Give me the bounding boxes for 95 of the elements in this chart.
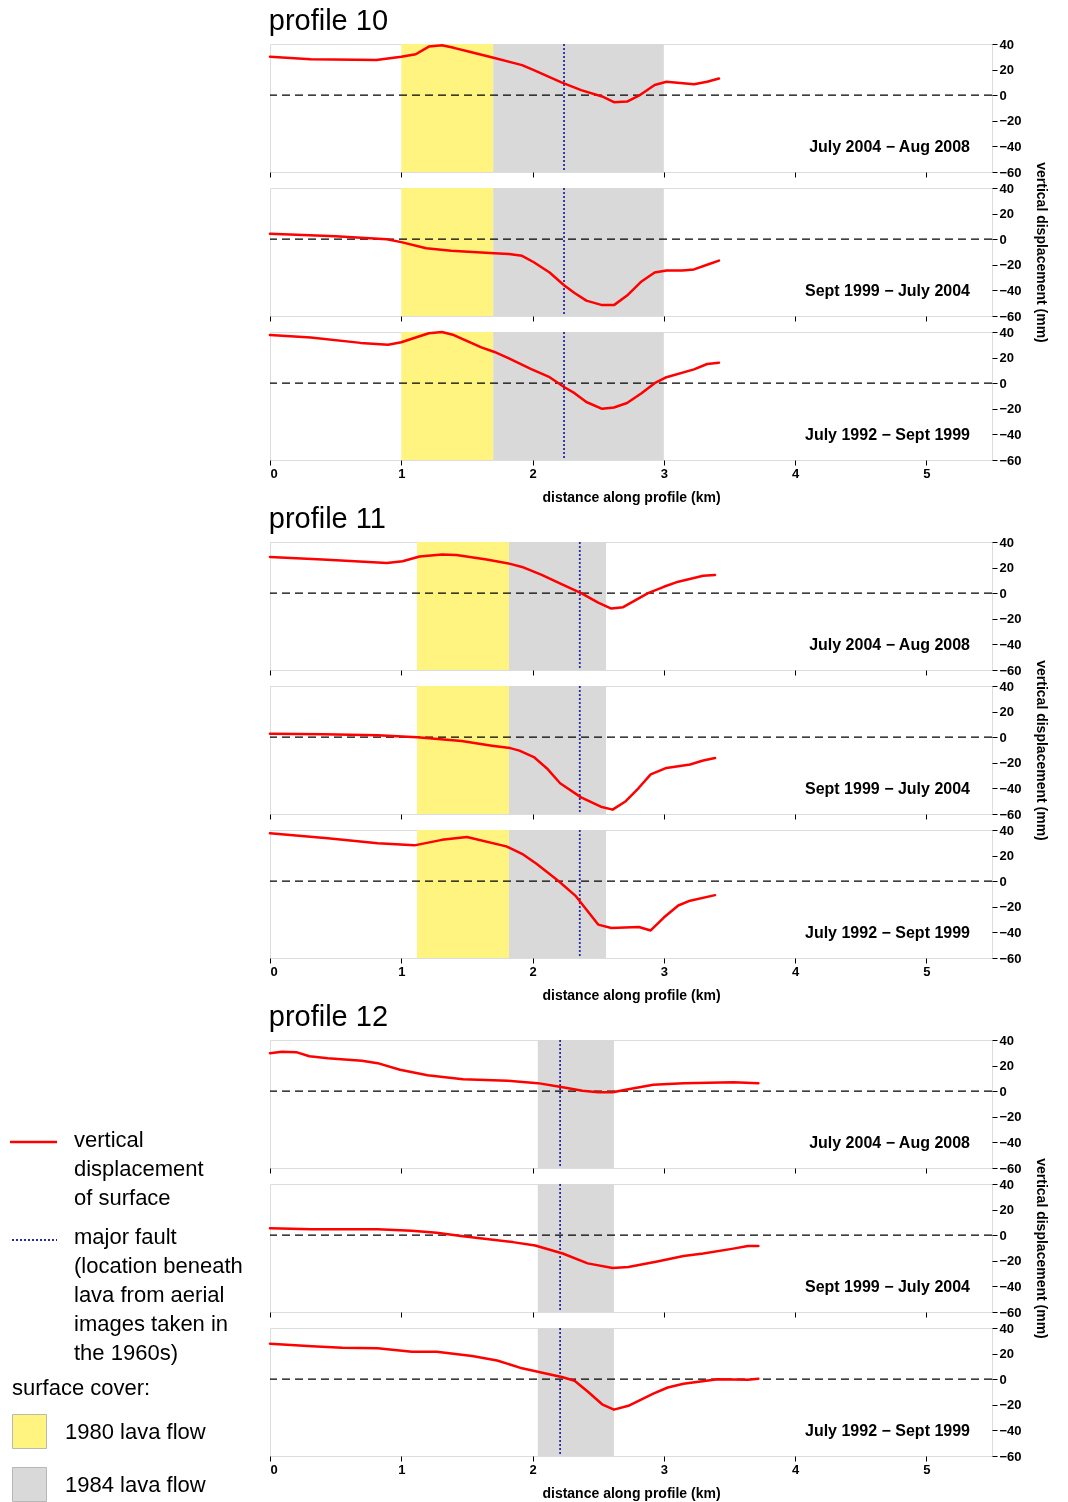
y-tick-label: 20 [999, 848, 1014, 864]
text: major fault (location beneath lava from aerial images taken in the 1960s) [74, 1224, 243, 1365]
y-tick-label: −60 [999, 950, 1022, 966]
x-tick-label: 2 [529, 465, 537, 481]
x-tick-label: 5 [923, 465, 931, 481]
chart-title: profile 10 [268, 4, 389, 36]
x-tick-label: 3 [660, 465, 668, 481]
x-tick-label: 1 [398, 1461, 406, 1477]
annotation: Sept 1999 − July 2004 [805, 780, 971, 797]
chart-title: profile 12 [268, 1000, 389, 1032]
y-tick-label: 40 [999, 678, 1014, 694]
y-tick-label: 20 [999, 1202, 1014, 1218]
annotation: July 1992 − Sept 1999 [805, 924, 971, 941]
y-axis-title: vertical displacement (mm) [1033, 660, 1050, 841]
y-tick-label: −60 [999, 1304, 1022, 1320]
y-tick-label: 40 [999, 1320, 1014, 1336]
x-tick-label: 4 [791, 465, 800, 481]
y-tick-label: −40 [999, 1134, 1022, 1150]
annotation: July 1992 − Sept 1999 [805, 426, 971, 443]
y-tick-label: 40 [999, 1032, 1014, 1048]
annotation: Sept 1999 − July 2004 [805, 282, 971, 299]
y-tick-label: −20 [999, 257, 1022, 273]
x-tick-label: 4 [791, 963, 800, 979]
y-tick-label: 40 [999, 324, 1014, 340]
y-tick-label: 0 [999, 375, 1007, 391]
y-tick-label: −20 [999, 1109, 1022, 1125]
x-tick-label: 2 [529, 963, 537, 979]
y-tick-label: −60 [999, 1160, 1022, 1176]
annotation: Sept 1999 − July 2004 [805, 1278, 971, 1295]
y-tick-label: −60 [999, 452, 1022, 468]
y-tick-label: −20 [999, 611, 1022, 627]
y-tick-label: 40 [999, 822, 1014, 838]
y-tick-label: −20 [999, 755, 1022, 771]
y-tick-label: 40 [999, 1176, 1014, 1192]
y-tick-label: −60 [999, 308, 1022, 324]
x-tick-label: 3 [660, 963, 668, 979]
y-tick-label: −20 [999, 899, 1022, 915]
y-tick-label: 40 [999, 534, 1014, 550]
y-tick-label: 0 [999, 87, 1007, 103]
x-tick-label: 1 [398, 465, 406, 481]
y-tick-label: 20 [999, 560, 1014, 576]
x-tick-label: 0 [270, 465, 278, 481]
y-tick-label: 20 [999, 1058, 1014, 1074]
y-axis-title: vertical displacement (mm) [1033, 162, 1050, 343]
y-tick-label: 0 [999, 231, 1007, 247]
text: surface cover: [12, 1375, 151, 1400]
y-tick-label: −20 [999, 1253, 1022, 1269]
annotation: July 2004 − Aug 2008 [809, 1134, 971, 1151]
y-tick-label: 40 [999, 180, 1014, 196]
y-axis-title: vertical displacement (mm) [1033, 1158, 1050, 1339]
x-tick-label: 5 [923, 1461, 931, 1477]
y-tick-label: −20 [999, 401, 1022, 417]
y-tick-label: −40 [999, 1422, 1022, 1438]
legend-label: 1984 lava flow [65, 1471, 206, 1497]
y-tick-label: 0 [999, 1227, 1007, 1243]
x-tick-label: 0 [270, 1461, 278, 1477]
y-tick-label: 0 [999, 873, 1007, 889]
y-tick-label: −20 [999, 113, 1022, 129]
y-tick-label: 20 [999, 704, 1014, 720]
y-tick-label: −60 [999, 806, 1022, 822]
x-tick-label: 5 [923, 963, 931, 979]
x-axis-title: distance along profile (km) [542, 1484, 721, 1501]
y-tick-label: −40 [999, 1278, 1022, 1294]
text: vertical displacement of surface [74, 1127, 204, 1210]
y-tick-label: 20 [999, 206, 1014, 222]
y-tick-label: −60 [999, 662, 1022, 678]
annotation: July 2004 − Aug 2008 [809, 636, 971, 653]
y-tick-label: 0 [999, 1083, 1007, 1099]
y-tick-label: −20 [999, 1397, 1022, 1413]
annotation: July 2004 − Aug 2008 [809, 138, 971, 155]
y-tick-label: −40 [999, 138, 1022, 154]
legend-label: 1980 lava flow [65, 1418, 206, 1444]
y-tick-label: 40 [999, 36, 1014, 52]
x-tick-label: 2 [529, 1461, 537, 1477]
x-tick-label: 3 [660, 1461, 668, 1477]
y-tick-label: 20 [999, 1346, 1014, 1362]
y-tick-label: 0 [999, 585, 1007, 601]
x-axis-title: distance along profile (km) [542, 986, 721, 1003]
annotation: July 1992 − Sept 1999 [805, 1422, 971, 1439]
y-tick-label: 0 [999, 1371, 1007, 1387]
y-tick-label: −40 [999, 924, 1022, 940]
x-tick-label: 0 [270, 963, 278, 979]
y-tick-label: −60 [999, 1448, 1022, 1464]
y-tick-label: −40 [999, 780, 1022, 796]
y-tick-label: −60 [999, 164, 1022, 180]
chart-title: profile 11 [268, 502, 386, 534]
y-tick-label: −40 [999, 426, 1022, 442]
y-tick-label: −40 [999, 282, 1022, 298]
x-tick-label: 1 [398, 963, 406, 979]
x-tick-label: 4 [791, 1461, 800, 1477]
y-tick-label: 20 [999, 62, 1014, 78]
x-axis-title: distance along profile (km) [542, 488, 721, 505]
y-tick-label: 0 [999, 729, 1007, 745]
y-tick-label: −40 [999, 636, 1022, 652]
y-tick-label: 20 [999, 350, 1014, 366]
